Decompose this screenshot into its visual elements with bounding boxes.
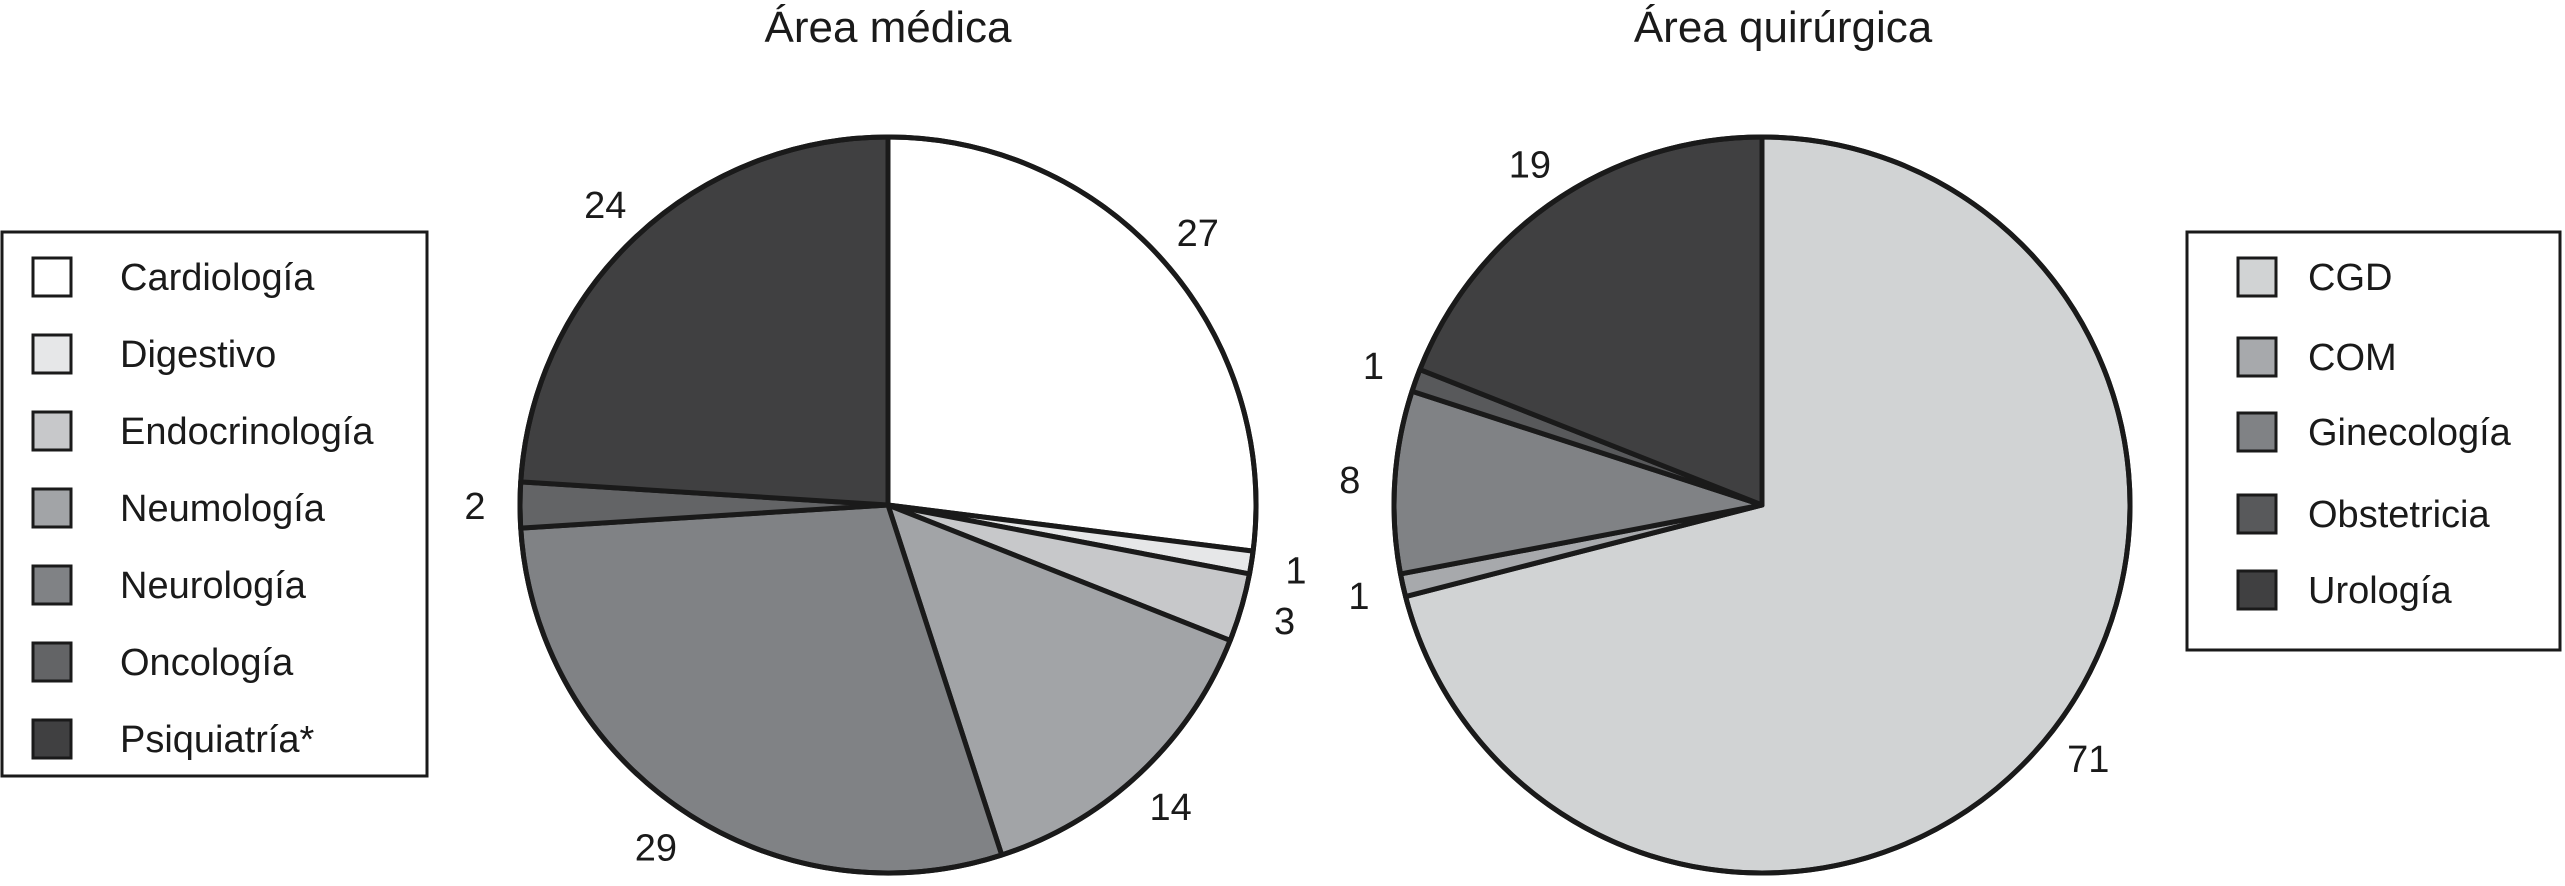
pie — [517, 134, 1259, 876]
legend-swatch — [2236, 411, 2278, 453]
legend-label: Obstetricia — [2308, 494, 2490, 536]
pie-slice-cardiologia — [885, 134, 1259, 554]
chart-title: Área quirúrgica — [1634, 3, 1933, 52]
slice-value-label: 14 — [1150, 787, 1192, 829]
legend-swatch — [2236, 256, 2278, 298]
legend-label: Endocrinología — [120, 411, 374, 453]
legend-swatch — [2236, 569, 2278, 611]
legend-entries: Cardiología Digestivo Endocrinología Neumol… — [31, 256, 374, 761]
legend-swatch — [31, 487, 73, 529]
legend-label: Neurología — [120, 565, 307, 607]
legend-label: COM — [2308, 337, 2397, 379]
chart-area-quirurgica: Área quirúrgica 71 1 8 1 19 CGD COM Ginecologí… — [1339, 3, 2562, 876]
legend-label: Digestivo — [120, 334, 276, 376]
legend-swatch — [2236, 336, 2278, 378]
slice-value-label: 24 — [584, 185, 626, 227]
legend-label: Psiquiatría* — [120, 719, 315, 761]
legend-label: Urología — [2308, 570, 2452, 612]
legend-label: Ginecología — [2308, 412, 2512, 454]
slice-value-label: 1 — [1285, 551, 1306, 593]
slice-value-label: 8 — [1339, 460, 1360, 502]
legend-frame — [0, 230, 429, 778]
legend-label: Cardiología — [120, 257, 315, 299]
legend-swatch — [31, 333, 73, 375]
pie-slice-psiquiatria — [518, 134, 891, 508]
legend: Cardiología Digestivo Endocrinología Neumol… — [0, 230, 429, 778]
slice-value-labels: 27 1 3 14 29 2 24 — [464, 185, 1306, 870]
legend-swatch — [31, 256, 73, 298]
pie-outline — [517, 134, 1259, 876]
pie — [1391, 134, 2133, 876]
slice-value-label: 1 — [1363, 346, 1384, 388]
slice-value-label: 1 — [1348, 576, 1369, 618]
chart-area-medica: Área médica 27 1 3 14 29 2 24 Cardiología Diges… — [0, 3, 1306, 876]
legend-entries: CGD COM Ginecología Obstetricia Urología — [2236, 256, 2512, 612]
legend-label: Oncología — [120, 642, 294, 684]
slice-value-label: 29 — [635, 828, 677, 870]
slice-value-label: 3 — [1274, 601, 1295, 643]
legend-swatch — [31, 718, 73, 760]
legend-swatch — [2236, 493, 2278, 535]
slice-value-label: 19 — [1509, 144, 1551, 186]
slice-value-label: 71 — [2067, 739, 2109, 781]
slice-value-label: 2 — [464, 486, 485, 528]
legend-swatch — [31, 641, 73, 683]
legend: CGD COM Ginecología Obstetricia Urología — [2185, 230, 2562, 652]
legend-swatch — [31, 564, 73, 606]
legend-label: CGD — [2308, 257, 2392, 299]
slice-value-labels: 71 1 8 1 19 — [1339, 144, 2109, 781]
legend-swatch — [31, 410, 73, 452]
legend-label: Neumología — [120, 488, 326, 530]
slice-value-label: 27 — [1177, 213, 1219, 255]
pie-outline — [1391, 134, 2133, 876]
chart-title: Área médica — [764, 3, 1012, 52]
